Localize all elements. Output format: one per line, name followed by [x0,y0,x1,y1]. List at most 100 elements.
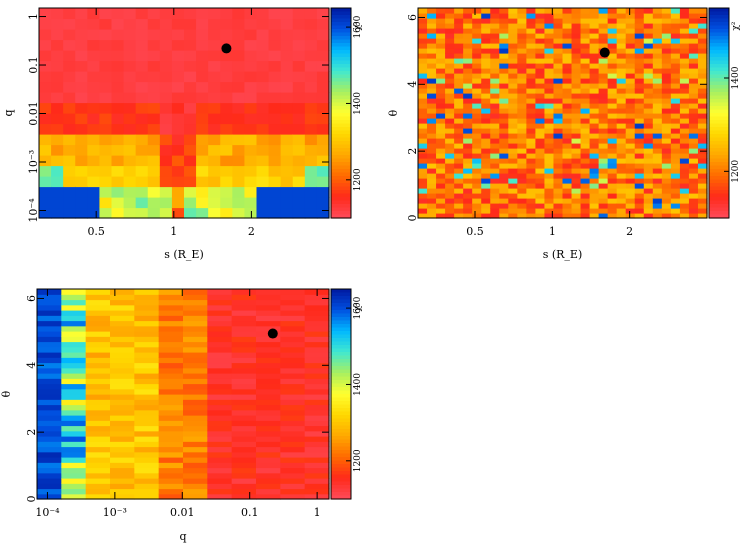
heatmap-cell [158,425,184,432]
heatmap-cell [481,108,491,114]
heatmap-cell [598,58,609,64]
heatmap-cell [643,213,654,219]
heatmap-cell [292,186,306,198]
heatmap-cell [427,153,437,159]
heatmap-cell [499,23,509,29]
heatmap-cell [454,33,464,39]
heatmap-cell [688,143,699,149]
heatmap-cell [607,33,618,39]
heatmap-cell [670,68,681,74]
heatmap-cell [643,33,654,39]
heatmap-cell [571,113,582,119]
heatmap-cell [535,8,546,14]
heatmap-cell [607,203,618,209]
heatmap-cell [256,299,281,306]
heatmap-cell [580,143,591,149]
heatmap-cell [196,144,209,156]
heatmap-cell [268,102,282,114]
heatmap-cell [207,472,233,479]
heatmap-cell [123,81,137,93]
heatmap-cell [499,93,509,99]
heatmap-cell [158,336,184,343]
heatmap-cell [220,102,233,114]
heatmap-cell [517,103,527,109]
heatmap-cell [418,103,428,109]
heatmap-cell [598,123,609,129]
heatmap-cell [37,336,62,343]
heatmap-cell [158,357,184,364]
heatmap-cell [427,118,437,124]
heatmap-cell [508,178,518,184]
heatmap-cell [562,33,573,39]
heatmap-cell [445,88,455,94]
heatmap-cell [562,148,573,154]
heatmap-cell [652,183,663,189]
heatmap-cell [472,203,482,209]
heatmap-cell [37,467,62,474]
heatmap-cell [481,53,491,59]
heatmap-cell [589,38,600,44]
heatmap-cell [544,183,555,189]
heatmap-cell [207,467,233,474]
heatmap-cell [553,38,564,44]
heatmap-cell [679,13,690,19]
heatmap-cell [37,420,62,427]
heatmap-cell [123,113,137,125]
heatmap-cell [679,143,690,149]
heatmap-cell [256,388,281,395]
heatmap-cell [85,378,111,385]
heatmap-cell [280,346,306,353]
heatmap-cell [490,153,500,159]
heatmap-cell [134,299,160,306]
heatmap-cell [652,178,663,184]
colorbar-segment [331,495,351,500]
heatmap-cell [445,208,455,214]
heatmap-cell [445,183,455,189]
colorbar-segment [331,127,351,132]
heatmap-cell [517,123,527,129]
heatmap-cell [135,71,149,83]
heatmap-cell [171,165,185,177]
colorbar-segment [331,176,351,181]
heatmap-cell [231,472,257,479]
colorbar-segment [331,348,351,353]
heatmap-cell [61,289,87,295]
heatmap-cell [61,378,87,385]
heatmap-cell [454,168,464,174]
heatmap-cell [232,29,246,41]
heatmap-cell [427,138,437,144]
heatmap-cell [544,118,555,124]
heatmap-cell [427,18,437,24]
heatmap-cell [652,133,663,139]
heatmap-cell [553,193,564,199]
heatmap-cell [184,165,197,177]
heatmap-cell [661,178,672,184]
heatmap-cell [418,53,428,59]
heatmap-cell [196,8,209,20]
heatmap-cell [51,102,64,114]
heatmap-cell [37,462,62,469]
heatmap-cell [158,394,184,400]
heatmap-cell [292,71,306,83]
heatmap-cell [280,451,306,458]
heatmap-cell [280,388,306,395]
heatmap-cell [463,98,473,104]
heatmap-cell [490,18,500,24]
heatmap-cell [61,488,87,495]
heatmap-cell [231,430,257,437]
heatmap-cell [418,93,428,99]
heatmap-cell [292,18,306,30]
heatmap-cell [562,58,573,64]
heatmap-cell [526,188,537,194]
heatmap-cell [280,430,306,437]
heatmap-cell [544,28,555,34]
heatmap-cell [280,81,294,93]
heatmap-cell [427,158,437,164]
heatmap-cell [207,436,233,442]
heatmap-cell [134,488,160,495]
heatmap-cell [517,198,527,204]
heatmap-cell [670,178,681,184]
heatmap-cell [490,123,500,129]
heatmap-cell [316,207,330,219]
